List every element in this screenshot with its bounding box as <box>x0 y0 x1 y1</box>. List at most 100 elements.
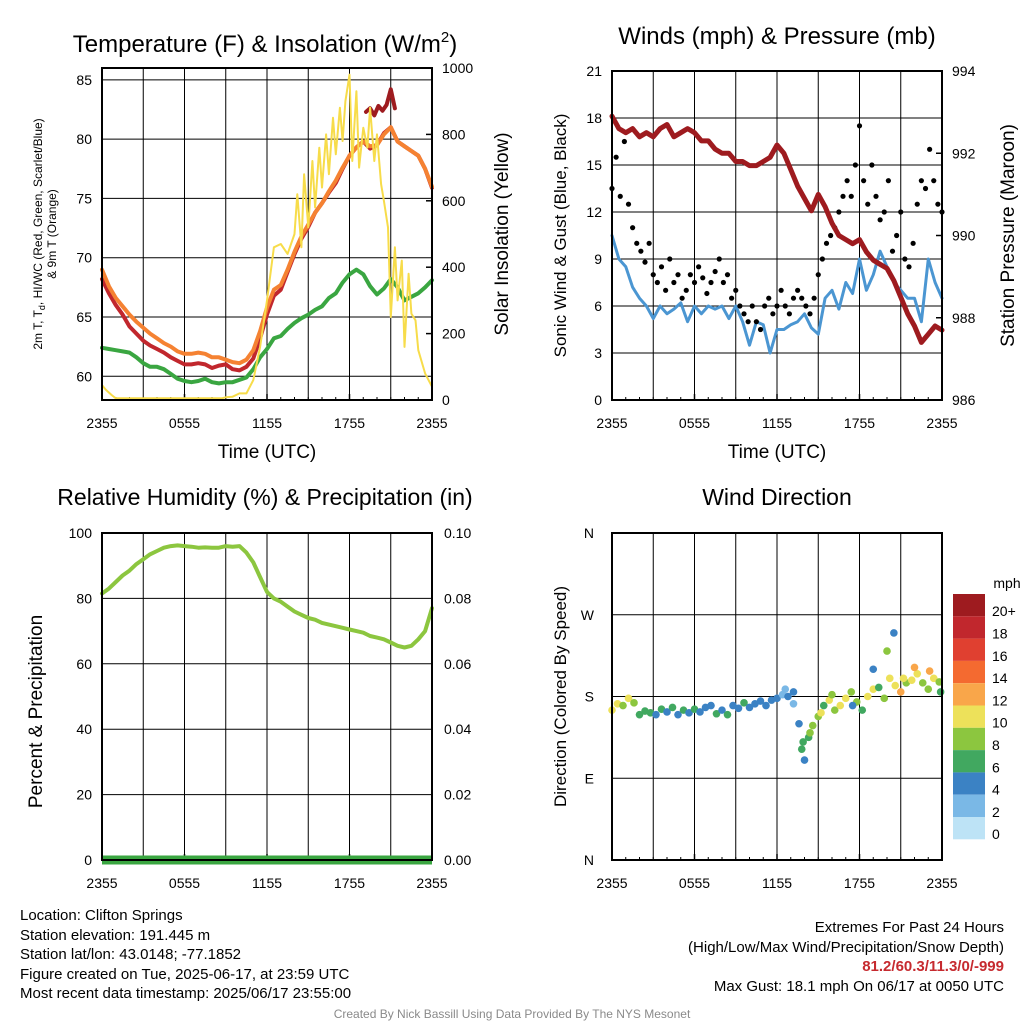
temperature-y-axis-label-left-line2: & 9m T (Orange) <box>45 189 59 279</box>
x-tick-label: 2355 <box>596 875 627 891</box>
direction-point <box>669 704 677 712</box>
gust-point <box>622 139 627 144</box>
gust-point <box>770 311 775 316</box>
winds-x-axis-label: Time (UTC) <box>728 442 827 463</box>
direction-point <box>842 695 850 703</box>
legend-swatch <box>953 616 985 638</box>
direction-point <box>828 691 836 699</box>
direction-point <box>809 722 817 730</box>
y-tick-label-right: 0.06 <box>444 656 471 672</box>
direction-point <box>869 665 877 673</box>
humidity-chart-title: Relative Humidity (%) & Precipitation (i… <box>57 484 472 510</box>
direction-point <box>890 629 898 637</box>
gust-point <box>803 303 808 308</box>
gust-point <box>614 155 619 160</box>
direction-point <box>836 702 844 710</box>
legend-label: 6 <box>992 759 1000 775</box>
direction-point <box>619 702 627 710</box>
gust-point <box>902 256 907 261</box>
direction-point <box>790 688 798 696</box>
gust-point <box>667 256 672 261</box>
direction-point <box>806 729 814 737</box>
direction-point <box>652 711 660 719</box>
temperature-chart-title: Temperature (F) & Insolation (W/m2) <box>73 29 457 58</box>
gust-point <box>750 303 755 308</box>
x-tick-label: 0555 <box>679 415 710 431</box>
title-superscript: 2 <box>441 29 449 46</box>
y-tick-label-left: 18 <box>586 110 602 126</box>
y-tick-label-left: 65 <box>76 309 92 325</box>
gust-point <box>642 260 647 265</box>
gust-point <box>704 291 709 296</box>
y-tick-label-left: 12 <box>586 204 602 220</box>
legend-swatch <box>953 795 985 817</box>
gust-point <box>779 288 784 293</box>
y-tick-label-left: 0 <box>594 392 602 408</box>
gust-point <box>737 303 742 308</box>
gust-point <box>725 272 730 277</box>
x-tick-label: 2355 <box>926 415 957 431</box>
y-tick-label-right: 990 <box>952 228 976 244</box>
title-part: ) <box>449 31 457 58</box>
direction-point <box>886 675 894 683</box>
extremes-values: 81.2/60.3/11.3/0/-999 <box>688 957 1004 977</box>
y-tick-label-left: 3 <box>594 345 602 361</box>
y-tick-label-right: 0.08 <box>444 590 471 606</box>
humidity-y-axis-label: Percent & Precipitation <box>26 615 47 808</box>
y-tick-label-right: 986 <box>952 392 976 408</box>
gust-point <box>824 241 829 246</box>
temperature-y-axis-label-right: Solar Insolation (Yellow) <box>492 132 513 335</box>
y-tick-label-right: 800 <box>442 126 466 142</box>
gust-point <box>700 275 705 280</box>
gust-point <box>873 194 878 199</box>
direction-y-axis-label: Direction (Colored By Speed) <box>551 586 570 807</box>
gust-point <box>795 288 800 293</box>
x-tick-label: 2355 <box>596 415 627 431</box>
gust-point <box>869 162 874 167</box>
direction-point <box>900 675 908 683</box>
y-tick-label-left: 9 <box>594 251 602 267</box>
gust-point <box>671 280 676 285</box>
legend-label: 2 <box>992 804 1000 820</box>
figure-created: Figure created on Tue, 2025-06-17, at 23… <box>20 965 351 985</box>
y-tick-label-right: 988 <box>952 310 976 326</box>
y-tick-label-right: 0.10 <box>444 525 471 541</box>
gust-point <box>733 288 738 293</box>
direction-point <box>817 709 825 717</box>
gust-point <box>663 288 668 293</box>
speed-legend: mph20+181614121086420 <box>953 575 1021 842</box>
gust-point <box>828 233 833 238</box>
x-tick-label: 2355 <box>86 415 117 431</box>
gust-point <box>618 194 623 199</box>
y-tick-label-left: 60 <box>76 656 92 672</box>
gust-point <box>845 178 850 183</box>
extremes-title: Extremes For Past 24 Hours <box>688 918 1004 938</box>
gust-point <box>729 296 734 301</box>
direction-point <box>849 702 857 710</box>
gust-point <box>906 264 911 269</box>
gust-point <box>882 209 887 214</box>
x-tick-label: 1755 <box>334 415 365 431</box>
legend-label: 10 <box>992 715 1008 731</box>
recent-timestamp: Most recent data timestamp: 2025/06/17 2… <box>20 984 351 1004</box>
legend-label: 14 <box>992 670 1008 686</box>
station-elevation: Station elevation: 191.445 m <box>20 926 351 946</box>
meteogram-figure: 2355 0555 1155 1755 235560657075808502004006… <box>0 0 1024 1024</box>
x-tick-label: 1755 <box>334 875 365 891</box>
gust-point <box>836 209 841 214</box>
x-tick-label: 1155 <box>762 875 792 891</box>
y-tick-label-left: 80 <box>76 590 92 606</box>
winds-y-axis-label-right: Station Pressure (Maroon) <box>998 124 1019 347</box>
x-tick-label: 2355 <box>926 875 957 891</box>
y-tick-label-left: N <box>584 852 594 868</box>
direction-point <box>798 745 806 753</box>
temperature-x-axis-label: Time (UTC) <box>218 442 317 463</box>
legend-swatch <box>953 683 985 705</box>
y-tick-label-right: 600 <box>442 193 466 209</box>
direction-point <box>630 699 638 707</box>
y-tick-label-left: S <box>585 689 594 705</box>
max-gust: Max Gust: 18.1 mph On 06/17 at 0050 UTC <box>688 977 1004 997</box>
gust-point <box>857 123 862 128</box>
gust-point <box>807 311 812 316</box>
direction-point <box>937 688 945 696</box>
